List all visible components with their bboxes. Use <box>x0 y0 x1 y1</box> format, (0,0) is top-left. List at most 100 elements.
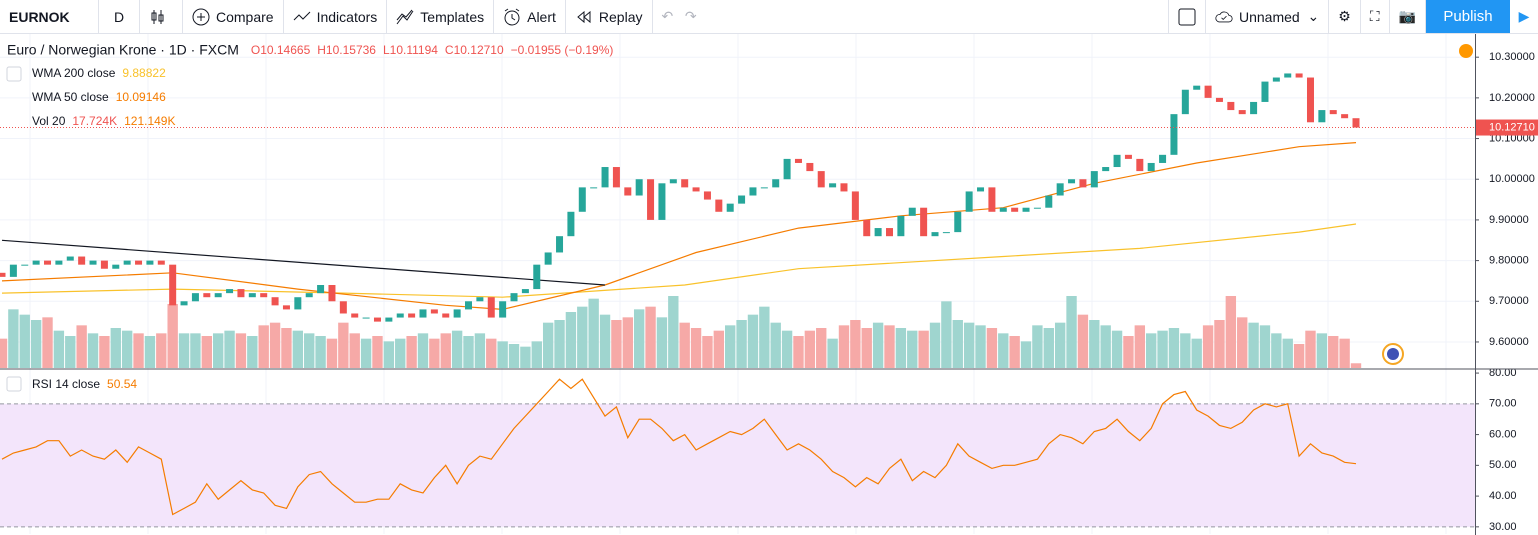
trend-line <box>1 239 606 286</box>
volume-bar <box>895 328 907 368</box>
volume-bar <box>1146 333 1157 368</box>
candle-body <box>339 301 347 314</box>
last-price-label: 10.12710 <box>1489 121 1535 133</box>
symbol[interactable]: EURNOK <box>0 0 99 33</box>
candle-body <box>282 305 290 310</box>
candle-body <box>1022 207 1030 212</box>
candle-body <box>533 264 541 290</box>
compare-label: Compare <box>216 8 274 25</box>
candle-body <box>681 179 689 188</box>
last-price-box <box>1476 119 1538 136</box>
rsi-y-tick-label: 80.00 <box>1489 367 1517 379</box>
volume-bar <box>156 333 167 368</box>
candle-body <box>1193 85 1201 90</box>
candle-body <box>715 199 723 212</box>
play[interactable]: ▶ <box>1518 8 1530 24</box>
candle-body <box>157 260 165 265</box>
volume-bar <box>1020 341 1032 368</box>
volume-bar <box>1168 328 1180 368</box>
volume-bar <box>1123 336 1134 368</box>
candle-body <box>601 167 609 188</box>
volume-bar <box>1214 320 1225 368</box>
volume-bar <box>372 336 383 368</box>
ma-legend: 9.88822 <box>122 66 166 80</box>
volume-bar <box>690 328 702 368</box>
volume-bar <box>110 328 121 368</box>
candle-body <box>1079 179 1087 188</box>
undo-redo[interactable]: ↶ ↷ <box>661 8 697 24</box>
templates[interactable]: Templates <box>387 0 495 33</box>
volume-bar <box>326 338 338 368</box>
rsi-legend: RSI 14 close <box>32 377 100 391</box>
candle-body <box>476 297 484 302</box>
volume-bar <box>1248 322 1259 368</box>
rsi-y-tick-label: 50.00 <box>1489 459 1517 471</box>
volume-bar <box>474 333 486 368</box>
candle-body <box>44 260 52 265</box>
ma-line <box>1 223 1357 298</box>
candle-body <box>510 293 518 302</box>
volume-bar <box>1271 333 1282 368</box>
snapshot[interactable]: 📷 <box>1390 0 1426 33</box>
candle-body <box>66 256 74 261</box>
alert[interactable]: Alert <box>494 0 566 33</box>
volume-bar <box>747 314 759 368</box>
candle-body <box>55 260 63 265</box>
candle-body <box>1124 154 1132 159</box>
volume-bar <box>531 341 542 368</box>
volume-bar <box>599 314 611 368</box>
volume-bar <box>963 322 975 368</box>
volume-bar <box>133 333 144 368</box>
rsi-line <box>1 378 1357 516</box>
volume-bar <box>565 312 577 368</box>
fullscreen-toggle[interactable] <box>1167 0 1206 33</box>
candle-body <box>1045 195 1053 208</box>
ma-legend: 10.09146 <box>116 90 166 104</box>
volume-bar <box>1202 325 1214 368</box>
candle-body <box>373 317 381 322</box>
candle-body <box>1215 97 1223 102</box>
volume-bar <box>65 336 76 368</box>
volume-bar <box>611 320 622 368</box>
candle-body <box>214 293 222 298</box>
candle-body <box>328 285 336 302</box>
volume-bar <box>1282 338 1293 368</box>
interval[interactable]: D <box>99 0 140 33</box>
compare[interactable]: Compare <box>183 0 284 33</box>
candle-body <box>1238 110 1246 115</box>
candle-body <box>21 264 29 266</box>
chart-style[interactable] <box>140 0 183 33</box>
candle-body <box>1147 162 1155 172</box>
candle-body <box>1159 154 1167 163</box>
candle-body <box>794 158 802 163</box>
publish[interactable]: Publish <box>1426 0 1510 33</box>
candle-body <box>487 297 495 318</box>
candle-body <box>590 187 598 189</box>
volume-bar <box>1089 320 1100 368</box>
candle-body <box>931 232 939 237</box>
volume-bar <box>520 346 531 368</box>
volume-bar <box>941 301 952 368</box>
settings[interactable]: ⚙ <box>1329 0 1361 33</box>
y-tick-label: 9.80000 <box>1489 255 1529 267</box>
volume-bar <box>759 306 770 368</box>
volume-bar <box>8 309 19 368</box>
volume-bar <box>178 333 190 368</box>
candle-body <box>669 179 677 184</box>
candle-body <box>112 264 120 269</box>
volume-bar <box>292 330 304 368</box>
volume-bar <box>19 314 30 368</box>
candle-body <box>203 293 211 298</box>
replay[interactable]: Replay <box>566 0 653 33</box>
candle-body <box>578 187 586 212</box>
y-tick-label: 10.20000 <box>1489 92 1535 104</box>
candle-body <box>612 167 620 188</box>
layout[interactable]: Unnamed ⌄ <box>1206 0 1330 33</box>
fullscreen[interactable]: ⛶ <box>1361 0 1390 33</box>
volume-bar <box>1054 322 1066 368</box>
indicators[interactable]: Indicators <box>284 0 388 33</box>
candle-body <box>772 179 780 188</box>
volume-bar <box>440 333 451 368</box>
candle-body <box>908 207 916 216</box>
